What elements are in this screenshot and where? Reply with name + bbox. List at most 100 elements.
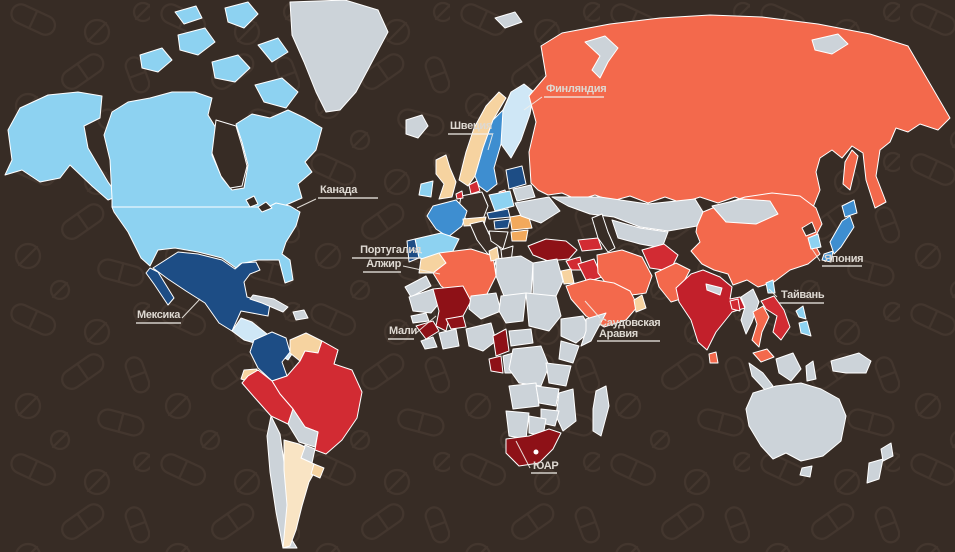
country-new-guinea — [830, 352, 872, 374]
country-japan — [829, 215, 855, 255]
country-cameroon — [492, 328, 510, 357]
country-north-korea — [801, 221, 817, 237]
country-alaska — [4, 91, 119, 201]
country-south-africa — [505, 428, 562, 467]
country-indonesia — [805, 360, 817, 382]
country-gabon — [488, 355, 504, 374]
country-drc — [508, 345, 550, 387]
label-saudi-arabia: Саудовская Аравия — [584, 300, 661, 342]
label-south-africa-text: ЮАР — [533, 460, 558, 472]
country-caucasus — [577, 237, 603, 252]
country-tasmania — [799, 465, 813, 478]
country-ivory-coast-ghana — [438, 328, 460, 350]
country-ukraine — [514, 196, 561, 224]
country-philippines — [798, 320, 812, 337]
country-arctic-island — [177, 27, 216, 56]
country-norway — [458, 91, 507, 187]
label-saudi-arabia-text-line2: Аравия — [599, 328, 638, 340]
country-thailand — [751, 305, 770, 348]
country-arctic-island — [224, 1, 259, 29]
country-arctic-island — [139, 47, 173, 73]
country-chad — [498, 292, 527, 324]
country-canada — [103, 91, 323, 208]
label-portugal: Португалия — [352, 244, 423, 259]
country-finland — [500, 83, 535, 159]
country-hungary — [493, 218, 511, 230]
label-mexico-text: Мексика — [137, 309, 181, 321]
country-zambia — [535, 385, 560, 407]
country-japan — [821, 250, 834, 263]
country-nigeria — [465, 322, 497, 352]
country-belarus — [512, 184, 536, 202]
label-sweden-text: Швеция — [450, 120, 492, 132]
label-south-africa: ЮАР — [515, 440, 559, 474]
country-senegal — [410, 312, 430, 324]
country-niger — [468, 292, 502, 320]
country-usa — [111, 202, 301, 284]
label-algeria-text: Алжир — [366, 258, 401, 270]
label-algeria: Алжир — [363, 258, 441, 275]
hudson-bay — [211, 119, 248, 189]
country-nepal — [705, 283, 723, 296]
country-sierra-leone — [420, 336, 438, 350]
countries-layer — [4, 0, 951, 549]
country-uk — [435, 154, 457, 200]
country-iceland — [405, 114, 429, 139]
country-saudi-arabia — [565, 278, 639, 328]
country-sakhalin — [842, 149, 859, 191]
country-arctic-island — [211, 54, 251, 83]
label-sweden: Швеция — [448, 120, 494, 151]
country-burkina-faso — [445, 315, 467, 330]
country-hispaniola — [292, 309, 309, 321]
country-baltic-states — [505, 165, 527, 190]
country-new-zealand — [866, 458, 884, 484]
country-new-zealand — [880, 442, 894, 462]
country-lesotho — [533, 449, 539, 455]
label-canada-text: Канада — [320, 184, 358, 196]
labels-layer: Канада Финляндия Швеция Португалия Алжир… — [136, 83, 864, 474]
label-taiwan: Тайвань — [768, 288, 825, 304]
country-wrangel-island — [811, 33, 849, 55]
country-bolivia — [287, 408, 319, 448]
country-egypt — [532, 258, 564, 297]
country-sudan — [525, 292, 562, 332]
country-vietnam-laos — [760, 295, 791, 341]
country-tanzania — [545, 362, 572, 387]
label-taiwan-text: Тайвань — [781, 289, 825, 301]
country-madagascar — [592, 385, 610, 437]
country-afghanistan — [641, 243, 679, 272]
label-mali: Мали — [388, 315, 437, 340]
country-kazakhstan — [551, 196, 704, 232]
country-greenland — [289, 0, 389, 113]
country-arctic-island — [174, 5, 203, 25]
country-philippines — [795, 305, 807, 320]
country-colombia — [249, 331, 291, 382]
country-south-korea — [807, 233, 822, 250]
label-finland: Финляндия — [523, 83, 607, 111]
country-somalia — [580, 312, 607, 347]
label-finland-text: Финляндия — [546, 83, 606, 95]
country-sri-lanka — [708, 351, 719, 364]
country-turkey — [527, 238, 578, 262]
label-mali-text: Мали — [389, 325, 417, 337]
country-france — [426, 199, 468, 238]
country-indonesia — [775, 352, 802, 382]
country-australia — [745, 382, 847, 462]
country-denmark — [468, 180, 481, 195]
label-canada: Канада — [296, 184, 378, 209]
country-ireland — [418, 180, 434, 198]
country-bulgaria — [510, 229, 529, 242]
country-bangladesh — [729, 298, 741, 312]
country-myanmar — [740, 288, 760, 335]
country-angola — [508, 382, 540, 410]
label-saudi-arabia-text-line1: Саудовская — [599, 317, 660, 329]
country-uruguay — [310, 463, 325, 479]
country-kenya — [558, 340, 580, 364]
country-russia — [528, 14, 951, 211]
country-namibia — [505, 410, 530, 440]
label-japan-text: Япония — [824, 253, 863, 265]
caspian-sea — [591, 213, 616, 253]
label-mexico: Мексика — [136, 298, 201, 324]
